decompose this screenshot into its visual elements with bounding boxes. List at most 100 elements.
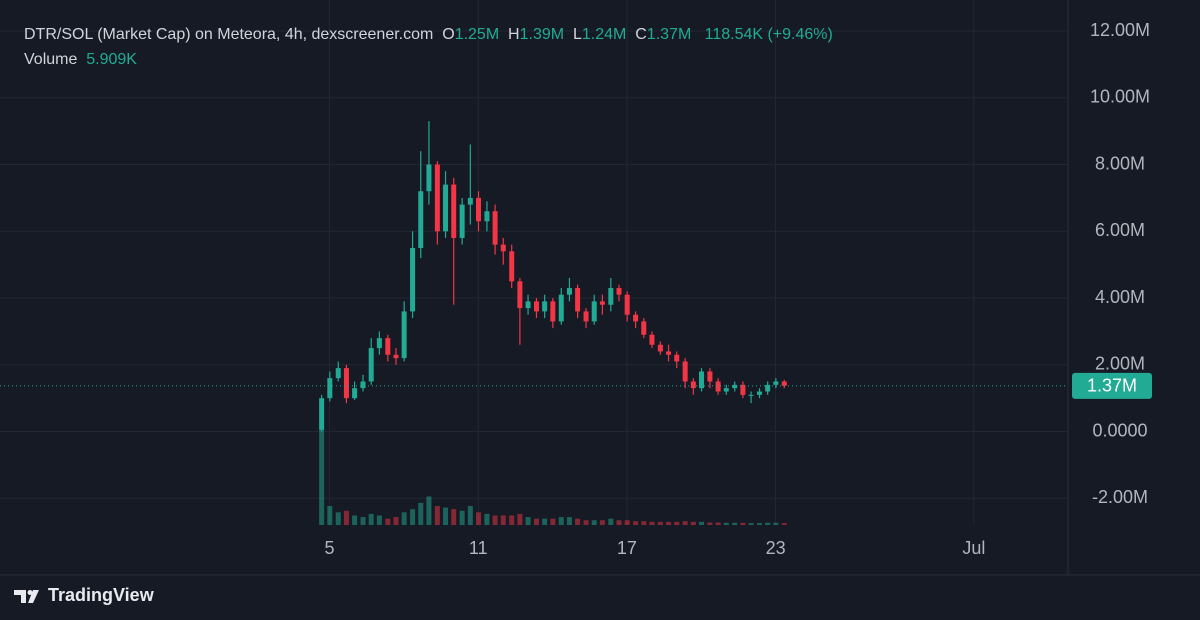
ohlc-key: L	[572, 26, 582, 43]
candle-body	[641, 321, 647, 335]
volume-bar	[352, 515, 358, 525]
y-tick-label: 10.00M	[1090, 87, 1150, 107]
candle-body	[352, 388, 358, 399]
candle-body	[649, 334, 655, 345]
ohlc-value: 1.25M	[454, 26, 500, 43]
volume-bar	[707, 522, 713, 525]
volume-bars	[319, 430, 787, 525]
volume-bar	[385, 518, 391, 525]
candle-body	[748, 394, 754, 396]
volume-label: Volume	[24, 51, 78, 68]
volume-bar	[443, 507, 449, 525]
volume-bar	[674, 521, 680, 525]
candle-body	[558, 294, 564, 322]
candle-body	[624, 294, 630, 315]
volume-bar	[484, 513, 490, 525]
y-tick-label: 0.0000	[1092, 420, 1147, 440]
volume-bar	[566, 517, 572, 525]
volume-bar	[533, 518, 539, 525]
y-tick-label: 8.00M	[1095, 153, 1145, 173]
candle-body	[583, 311, 589, 322]
candle-body	[616, 288, 622, 295]
volume-bar	[608, 518, 614, 525]
volume-bar	[583, 520, 589, 525]
tradingview-logo	[14, 590, 39, 603]
volume-bar	[575, 518, 581, 525]
candle-body	[492, 211, 498, 245]
candle-body	[484, 211, 490, 222]
candle-body	[517, 281, 523, 309]
y-tick-label: 12.00M	[1090, 20, 1150, 40]
candle-body	[343, 368, 349, 399]
candle-body	[682, 361, 688, 382]
volume-bar	[765, 522, 771, 525]
candle-body	[410, 247, 416, 312]
y-tick-label: 4.00M	[1095, 287, 1145, 307]
candle-body	[385, 338, 391, 355]
volume-bar	[633, 521, 639, 525]
candle-body	[674, 354, 680, 362]
symbol-title: DTR/SOL (Market Cap) on Meteora, 4h, dex…	[24, 26, 434, 43]
volume-bar	[616, 520, 622, 525]
candle-body	[525, 301, 531, 309]
ohlc-key: O	[442, 26, 455, 43]
candle-body	[368, 348, 374, 382]
volume-bar	[426, 496, 432, 525]
volume-bar	[599, 520, 605, 525]
candle-body	[434, 164, 440, 232]
volume-bar	[624, 520, 630, 525]
volume-bar	[393, 517, 399, 525]
volume-bar	[335, 512, 341, 525]
candle-body	[732, 384, 738, 389]
candle-body	[393, 354, 399, 359]
volume-bar	[740, 522, 746, 525]
candle-body	[451, 184, 457, 238]
ohlc-value: 1.24M	[581, 26, 627, 43]
volume-bar	[343, 510, 349, 525]
volume-bar	[748, 523, 754, 525]
volume-bar	[666, 521, 672, 525]
ohlc-key: C	[635, 26, 647, 43]
candle-body	[723, 388, 729, 392]
candle-body	[591, 301, 597, 322]
ohlc-key: H	[508, 26, 520, 43]
candle-body	[550, 301, 556, 322]
candle-body	[740, 384, 746, 395]
candle-body	[376, 338, 382, 349]
volume-bar	[558, 517, 564, 525]
volume-bar	[756, 523, 762, 525]
legend-line: DTR/SOL (Market Cap) on Meteora, 4h, dex…	[24, 26, 833, 44]
x-tick-label: Jul	[962, 538, 985, 558]
x-tick-label: 11	[469, 538, 488, 558]
candle-body	[566, 288, 572, 295]
candle-body	[319, 398, 325, 430]
candle-body	[633, 314, 639, 322]
y-tick-label: 2.00M	[1095, 354, 1145, 374]
candle-body	[707, 371, 713, 382]
candle-body	[360, 381, 366, 389]
candle-body	[756, 391, 762, 395]
candle-body	[475, 197, 481, 222]
volume-value: 5.909K	[86, 51, 137, 68]
volume-bar	[682, 521, 688, 525]
candle-body	[533, 301, 539, 312]
volume-bar	[434, 506, 440, 525]
volume-bar	[475, 512, 481, 525]
y-tick-label: 6.00M	[1095, 220, 1145, 240]
volume-bar	[401, 512, 407, 525]
volume-legend: Volume 5.909K	[24, 51, 137, 69]
ohlc-values: O1.25M H1.39M L1.24M C1.37M	[442, 26, 700, 43]
volume-bar	[773, 522, 779, 525]
volume-bar	[649, 521, 655, 525]
volume-bar	[500, 515, 506, 525]
ohlc-value: 1.39M	[519, 26, 565, 43]
candle-body	[608, 288, 614, 305]
candle-body	[335, 368, 341, 379]
grid	[0, 0, 1068, 525]
volume-bar	[368, 513, 374, 525]
volume-bar	[781, 523, 787, 525]
candle-body	[690, 381, 696, 389]
volume-bar	[459, 510, 465, 525]
